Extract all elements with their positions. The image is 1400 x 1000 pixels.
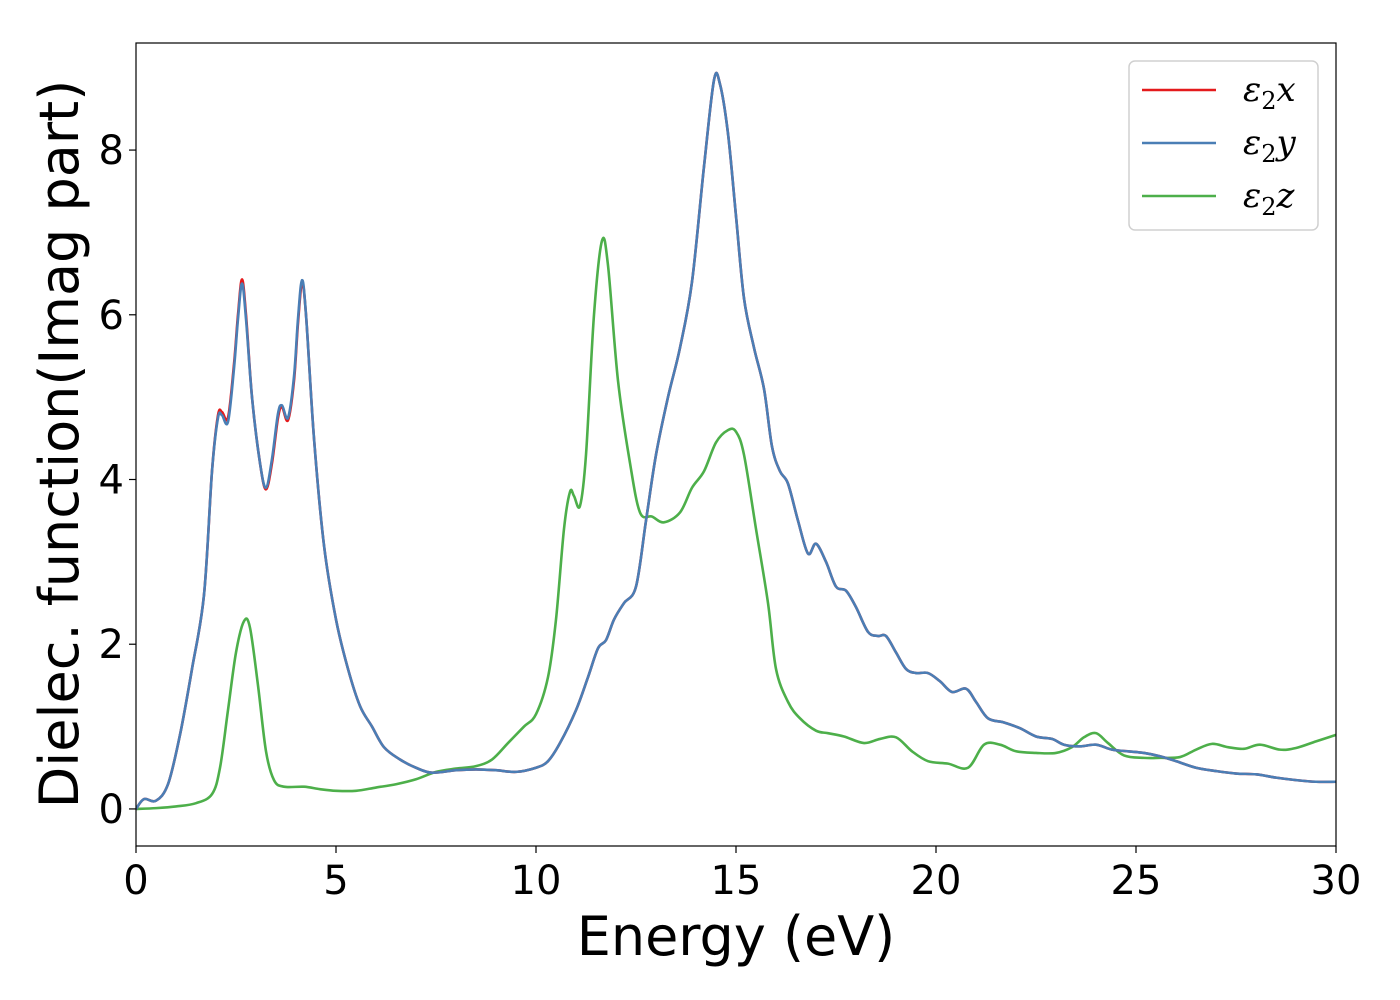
x-tick-label: 0: [123, 858, 148, 904]
y-tick-label: 8: [99, 128, 124, 174]
y-axis-title: Dielec. function(Imag part): [28, 80, 91, 809]
legend-label-y: ε2y: [1243, 123, 1297, 168]
legend: ε2x ε2y ε2z: [1128, 60, 1319, 231]
x-tick-label: 20: [911, 858, 962, 904]
x-axis: 0 5 10 15 20 25 30: [123, 846, 1361, 904]
series-line-y: [136, 71, 1336, 811]
series-layer: [136, 71, 1336, 811]
legend-box: [1128, 60, 1319, 231]
legend-label-x: ε2x: [1243, 70, 1296, 115]
series-line-z: [136, 236, 1336, 811]
y-tick-label: 4: [99, 458, 124, 504]
y-tick-label: 0: [99, 787, 124, 833]
x-tick-label: 15: [711, 858, 762, 904]
y-tick-label: 6: [99, 293, 124, 339]
x-tick-label: 30: [1311, 858, 1362, 904]
x-tick-label: 10: [511, 858, 562, 904]
x-tick-label: 5: [323, 858, 348, 904]
y-tick-label: 2: [99, 622, 124, 668]
x-axis-title: Energy (eV): [577, 905, 896, 968]
y-axis: 0 2 4 6 8: [99, 128, 136, 833]
legend-label-z: ε2z: [1243, 176, 1296, 221]
x-tick-label: 25: [1111, 858, 1162, 904]
